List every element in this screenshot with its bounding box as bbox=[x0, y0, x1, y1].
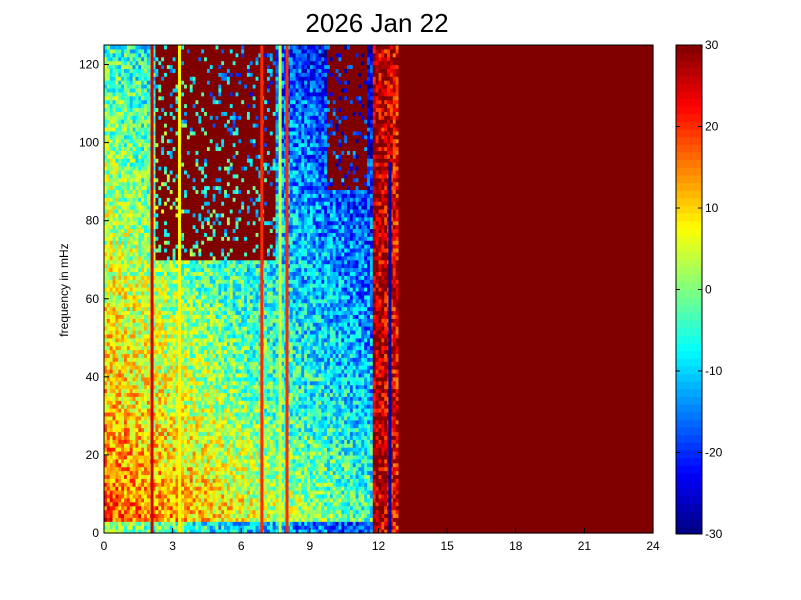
chart-title: 2026 Jan 22 bbox=[305, 8, 448, 38]
spectrogram-heatmap bbox=[104, 45, 654, 534]
